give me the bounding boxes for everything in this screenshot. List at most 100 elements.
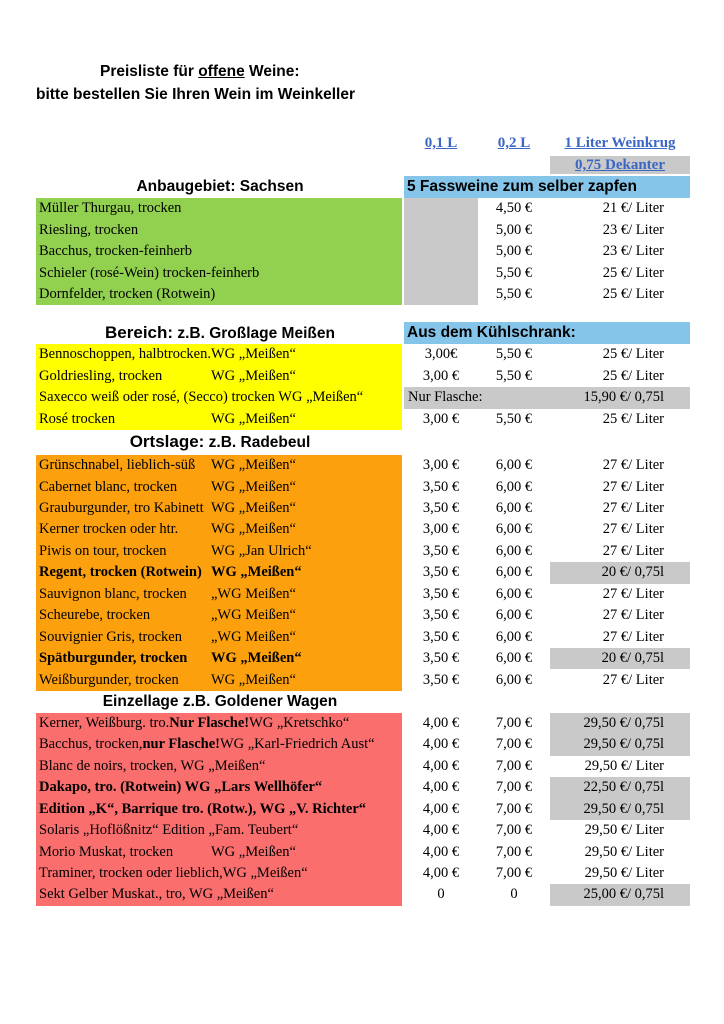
price-0-1l: 4,00 €: [422, 822, 460, 839]
price-0-2l: 7,00 €: [495, 714, 533, 731]
price-0-2l: 6,00 €: [495, 478, 533, 495]
section-header-left: Anbaugebiet: Sachsen: [36, 178, 404, 196]
col-header-0-1l: 0,1 L: [424, 135, 458, 151]
price-liter: 20 €/ 0,75l: [550, 647, 690, 670]
column-headers-row2: 0,75 Dekanter: [36, 154, 690, 176]
price-0-2l: 6,00 €: [495, 500, 533, 517]
price-0-2l: 7,00 €: [495, 736, 533, 753]
wine-name-part: Nur Flasche!: [169, 714, 250, 731]
wine-name: Weißburgunder, trocken WG „Meißen“: [36, 669, 402, 691]
section-header-text: Bereich:: [105, 323, 174, 343]
section-bereich: Bereich: z.B. Großlage Meißen Aus dem Küh…: [36, 322, 690, 430]
price-liter: 27 €/ Liter: [602, 607, 664, 624]
wine-row: Sauvignon blanc, trocken „WG Meißen“ 3,50 …: [36, 583, 690, 605]
price-0-1l: 3,00 €: [422, 410, 460, 427]
wine-name-text: Rosé trocken: [39, 410, 116, 427]
column-headers-row1: 0,1 L 0,2 L 1 Liter Weinkrug: [36, 132, 690, 154]
section-ortslage: Ortslage: z.B. Radebeul Grünschnabel, lie…: [36, 430, 690, 691]
wine-row: Souvignier Gris, trocken „WG Meißen“ 3,50 …: [36, 626, 690, 648]
price-0-1l: 3,50 €: [422, 650, 460, 667]
price-0-1l: [404, 240, 478, 263]
winery-text: „WG Meißen“: [211, 585, 296, 602]
wine-name: Saxecco weiß oder rosé, (Secco) trocken …: [36, 387, 402, 409]
winery-text: WG „Meißen“: [211, 843, 296, 860]
price-0-1l: [404, 262, 478, 284]
sections-container: Anbaugebiet: Sachsen 5 Fassweine zum selb…: [36, 176, 690, 906]
price-liter: 29,50 €/ 0,75l: [550, 734, 690, 756]
price-0-1l: 4,00 €: [422, 757, 460, 774]
wine-name: Edition „K“, Barrique tro. (Rotw.), WG „…: [36, 798, 402, 820]
price-0-2l: 6,00 €: [495, 650, 533, 667]
bottle-only-label: Nur Flasche:: [408, 389, 483, 406]
title-line1-underlined: offene: [198, 63, 245, 80]
price-liter: 27 €/ Liter: [602, 457, 664, 474]
price-0-2l: 6,00 €: [495, 457, 533, 474]
wine-name-text: Traminer, trocken oder lieblich,: [39, 865, 223, 882]
section-header-left: Einzellage z.B. Goldener Wagen: [36, 693, 404, 711]
wine-name: Bennoschoppen, halbtrocken. WG „Meißen“: [36, 344, 402, 366]
price-liter: 29,50 €/ 0,75l: [550, 712, 690, 735]
price-0-2l: 5,50 €: [495, 410, 533, 427]
title-line2: bitte bestellen Sie Ihren Wein im Weinke…: [36, 86, 355, 103]
wine-name: Morio Muskat, trocken WG „Meißen“: [36, 841, 402, 863]
winery-text: WG „Meißen“: [211, 521, 296, 538]
winery-text: WG „Meißen“: [222, 865, 308, 882]
price-0-2l: 6,00 €: [495, 542, 533, 559]
wine-name-text: Goldriesling, trocken: [39, 367, 163, 384]
wine-name: Grauburgunder, tro Kabinett WG „Meißen“: [36, 497, 402, 520]
price-0-2l: 7,00 €: [495, 822, 533, 839]
wine-row: Schieler (rosé-Wein) trocken-feinherb 5,5…: [36, 262, 690, 284]
price-liter: 20 €/ 0,75l: [550, 562, 690, 584]
price-liter: 27 €/ Liter: [602, 521, 664, 538]
section-einzellage: Einzellage z.B. Goldener Wagen Kerner, We…: [36, 691, 690, 906]
price-liter: 27 €/ Liter: [602, 671, 664, 688]
wine-name-text: Cabernet blanc, trocken: [39, 478, 178, 495]
wine-name-part: nur Flasche!: [142, 736, 220, 753]
wine-name: Regent, trocken (Rotwein) WG „Meißen“: [36, 562, 402, 584]
wine-name: Cabernet blanc, trocken WG „Meißen“: [36, 476, 402, 498]
price-liter: 21 €/ Liter: [602, 200, 664, 217]
price-0-1l: 3,50 €: [422, 671, 460, 688]
price-0-2l: 6,00 €: [495, 671, 533, 688]
price-liter: 27 €/ Liter: [602, 585, 664, 602]
winery-text: „WG Meißen“: [211, 607, 296, 624]
wine-row: Grauburgunder, tro Kabinett WG „Meißen“ 3,…: [36, 497, 690, 520]
col-header-weinkrug: 1 Liter Weinkrug: [564, 135, 676, 151]
wine-row: Piwis on tour, trocken WG „Jan Ulrich“ 3,5…: [36, 540, 690, 563]
wine-name-text: Weißburgunder, trocken: [39, 671, 179, 688]
wine-name-text: Spätburgunder, trocken: [39, 650, 188, 667]
wine-name: Bacchus, trocken-feinherb: [36, 240, 402, 263]
winery-text: WG „Meißen“: [211, 410, 296, 427]
wine-name: Spätburgunder, trocken WG „Meißen“: [36, 647, 402, 670]
section-header-text: z.B. Großlage Meißen: [173, 325, 335, 343]
price-0-2l: 5,00 €: [495, 221, 533, 238]
wine-name-text: Regent, trocken (Rotwein): [39, 564, 202, 581]
price-0-2l: 6,00 €: [495, 607, 533, 624]
wine-name-text: Morio Muskat, trocken: [39, 843, 174, 860]
price-0-1l: 3,50 €: [422, 607, 460, 624]
bottle-only-cell: Nur Flasche: 15,90 €/ 0,75l: [404, 387, 690, 409]
wine-name: Riesling, trocken: [36, 219, 402, 241]
section-header-text: z.B. Radebeul: [204, 434, 311, 452]
section-header-right: 5 Fassweine zum selber zapfen: [404, 176, 690, 198]
section-sachsen: Anbaugebiet: Sachsen 5 Fassweine zum selb…: [36, 176, 690, 306]
winery-text: WG „Meißen“: [211, 671, 296, 688]
wine-row: Cabernet blanc, trocken WG „Meißen“ 3,50 €…: [36, 476, 690, 498]
wine-name: Piwis on tour, trocken WG „Jan Ulrich“: [36, 540, 402, 563]
price-liter: 25,00 €/ 0,75l: [550, 884, 690, 906]
title-line1: Preisliste für offene Weine:: [100, 60, 724, 83]
price-0-2l: 5,50 €: [495, 264, 533, 281]
winery-text: WG „Meißen“: [211, 500, 296, 517]
price-0-1l: 3,00 €: [422, 367, 460, 384]
winery-text: WG „Meißen“: [211, 650, 302, 667]
section-header-left: Bereich: z.B. Großlage Meißen: [36, 323, 404, 343]
price-table: 0,1 L 0,2 L 1 Liter Weinkrug 0,75 Dekant…: [36, 132, 690, 906]
wine-name: Dornfelder, trocken (Rotwein): [36, 283, 402, 306]
section-header-band: Ortslage: z.B. Radebeul: [36, 430, 690, 455]
price-0-2l: 4,50 €: [495, 200, 533, 217]
winery-text: „WG Meißen“: [211, 628, 296, 645]
price-0-1l: [404, 198, 478, 220]
page-title: Preisliste für offene Weine: bitte beste…: [36, 0, 724, 106]
winery-text: WG „Jan Ulrich“: [211, 542, 312, 559]
price-0-1l: 3,00 €: [422, 521, 460, 538]
